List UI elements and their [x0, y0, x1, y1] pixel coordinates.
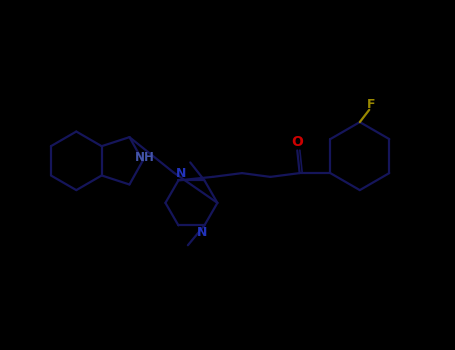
Text: NH: NH	[135, 150, 155, 163]
Text: N: N	[197, 226, 207, 239]
Text: O: O	[291, 135, 303, 149]
Text: N: N	[176, 167, 186, 180]
Text: F: F	[367, 98, 376, 111]
